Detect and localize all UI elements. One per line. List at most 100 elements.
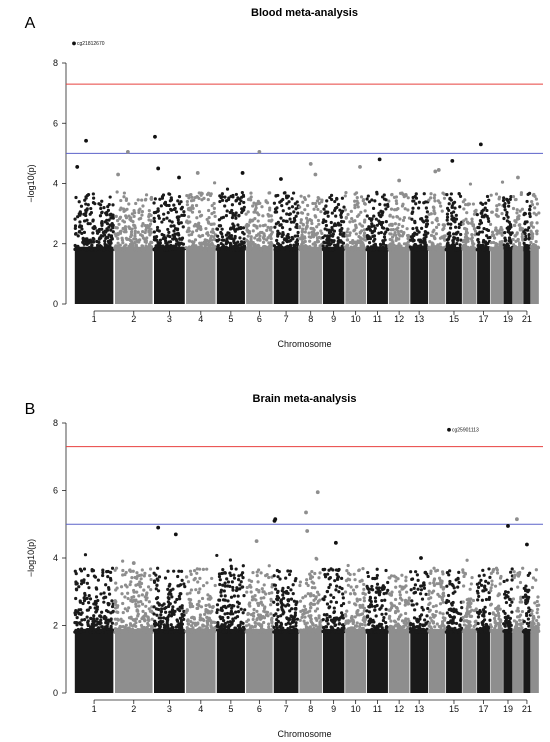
data-point [365,214,369,218]
data-point [356,205,360,209]
data-point [450,214,454,218]
data-point [219,241,223,246]
data-point [309,614,313,618]
data-point [484,201,488,205]
data-point [295,617,300,621]
data-point [146,618,150,622]
data-point [404,575,408,579]
data-point [186,622,190,626]
data-point [521,237,525,241]
data-point [285,245,290,249]
data-point [421,219,425,223]
data-point [321,220,325,225]
data-point [90,567,94,572]
data-point [311,622,315,626]
data-point [519,192,523,197]
data-point [325,616,329,621]
data-point [203,246,207,250]
data-point [359,244,363,248]
data-point [412,199,416,203]
data-point [215,628,220,632]
data-point [337,590,341,594]
data-point [360,229,364,233]
data-point [299,194,303,198]
data-point [417,200,421,204]
data-point [313,201,318,206]
data-point [393,611,398,615]
data-point [289,597,294,601]
data-point [196,247,200,251]
data-point [406,617,410,621]
data-point [96,598,100,603]
data-point [252,607,256,612]
data-point [170,630,174,634]
data-point [465,558,469,562]
data-point [219,594,223,598]
data-point [276,242,281,246]
data-point [188,591,192,595]
data-point [314,204,318,209]
data-point [367,241,372,245]
data-point [327,577,331,581]
x-tick-label: 12 [394,314,404,324]
data-point [223,612,227,616]
data-point [121,610,125,615]
data-point [535,232,539,236]
data-point [284,194,289,198]
data-point [430,241,434,245]
data-point [525,199,529,204]
data-point [240,585,244,589]
data-point [341,596,345,600]
data-point [166,623,170,627]
data-point [326,236,330,240]
background-points [410,246,429,304]
data-point [267,575,271,580]
data-point [409,588,413,592]
data-point [262,596,266,600]
data-point [450,603,454,607]
data-point [329,600,333,604]
data-point [215,553,219,558]
data-point [107,218,111,222]
data-point [189,588,194,592]
data-point [313,586,317,590]
data-point [386,588,390,592]
data-point [390,606,394,610]
data-point [467,610,471,615]
data-point [197,599,201,603]
data-point [172,224,176,228]
data-point [298,205,302,209]
data-point [234,567,238,571]
data-point [287,603,291,607]
data-point [218,582,222,587]
data-point [355,599,359,603]
data-point [152,211,156,215]
background-points [446,628,462,693]
data-point [370,627,374,631]
data-point [108,627,113,631]
data-point [285,247,289,251]
data-point [324,219,328,223]
data-point [137,217,141,221]
data-point [372,214,376,218]
data-point [110,566,115,570]
data-point [234,199,238,203]
data-point [276,193,280,198]
data-point [102,591,106,595]
data-point [445,611,449,615]
data-point [255,570,259,574]
data-point [445,218,449,222]
data-point [197,210,202,214]
data-point [516,246,520,251]
data-point [371,206,376,210]
panel-label: B [25,401,36,418]
data-point [106,575,110,579]
data-point [300,237,304,241]
data-point [287,572,292,577]
data-point [74,629,79,634]
data-point [157,229,161,233]
data-point [466,604,470,608]
data-point [103,595,107,599]
data-point [91,218,95,222]
